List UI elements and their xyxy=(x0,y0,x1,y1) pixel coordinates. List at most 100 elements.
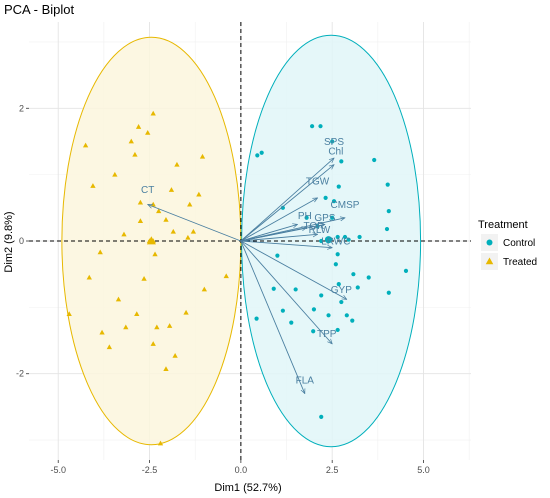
data-point xyxy=(384,226,390,232)
data-point xyxy=(150,110,156,116)
variable-arrow xyxy=(240,234,318,242)
data-point xyxy=(350,318,355,323)
data-point xyxy=(351,272,356,277)
data-point xyxy=(157,440,164,446)
data-point xyxy=(336,282,341,287)
data-point xyxy=(190,228,197,234)
data-point xyxy=(115,296,122,302)
legend-title: Treatment xyxy=(478,219,528,231)
variable-arrow xyxy=(240,224,298,242)
data-point xyxy=(366,275,371,280)
data-point xyxy=(150,341,156,346)
variable-arrow xyxy=(240,240,332,344)
x-tick-label: -5.0 xyxy=(50,465,66,475)
data-point xyxy=(336,184,341,189)
data-point xyxy=(168,187,175,192)
data-point xyxy=(331,199,337,204)
data-point xyxy=(123,324,129,330)
data-point xyxy=(319,414,324,419)
data-point xyxy=(311,307,317,312)
data-point xyxy=(271,286,276,291)
data-point xyxy=(141,276,147,281)
data-point xyxy=(134,311,140,316)
variable-arrow xyxy=(240,165,334,242)
data-point xyxy=(335,327,340,333)
data-point xyxy=(342,234,348,240)
data-point xyxy=(318,124,323,129)
variable-label: PH xyxy=(298,211,312,222)
data-point xyxy=(99,329,105,335)
data-point xyxy=(319,293,324,298)
data-point xyxy=(66,311,72,316)
data-point xyxy=(183,309,189,315)
data-point xyxy=(82,142,89,148)
legend-label: Treated xyxy=(503,257,537,268)
data-point xyxy=(339,299,344,305)
data-point xyxy=(137,199,144,205)
variable-label: GYP xyxy=(331,285,352,296)
data-point xyxy=(135,124,142,129)
legend-key-circle xyxy=(486,239,493,246)
variable-label: CMSP xyxy=(331,200,360,211)
legend-label: Control xyxy=(503,238,535,249)
data-point xyxy=(199,153,206,159)
data-point xyxy=(323,195,328,200)
variable-label: SPS xyxy=(324,137,344,148)
variable-arrow xyxy=(240,240,305,394)
data-point xyxy=(154,324,160,330)
data-point xyxy=(311,329,316,334)
data-point xyxy=(170,228,176,234)
y-axis-label: Dim2 (9.8%) xyxy=(3,211,15,272)
data-point xyxy=(172,353,178,358)
data-point xyxy=(344,313,349,318)
data-point xyxy=(106,344,113,350)
variable-arrow xyxy=(240,158,334,242)
series-control xyxy=(254,124,409,419)
variable-arrow xyxy=(240,240,332,248)
data-point xyxy=(145,130,151,135)
data-point xyxy=(187,201,193,207)
variable-label: GPS xyxy=(314,213,335,224)
variable-arrow xyxy=(240,198,318,242)
data-point xyxy=(132,151,138,157)
variable-arrow xyxy=(148,205,242,242)
data-point xyxy=(335,234,340,240)
data-point xyxy=(90,183,96,188)
variable-label: RLW xyxy=(309,225,331,236)
variable-label: FLA xyxy=(296,376,315,387)
group-centroid xyxy=(146,236,156,245)
data-point xyxy=(385,182,390,187)
variable-label: TPP xyxy=(317,329,337,340)
y-tick-label: 2 xyxy=(19,103,24,113)
data-point xyxy=(174,161,180,167)
chart-title: PCA - Biplot xyxy=(4,2,74,17)
variable-label: Chl xyxy=(328,147,343,158)
data-point xyxy=(255,153,260,158)
x-tick-label: 5.0 xyxy=(417,465,430,475)
legend: Treatment Control Treated xyxy=(478,219,537,270)
x-tick-label: -2.5 xyxy=(142,465,158,475)
data-point xyxy=(121,231,127,237)
data-point xyxy=(330,139,335,144)
variable-label: CT xyxy=(141,185,154,196)
data-point xyxy=(386,290,391,295)
data-point xyxy=(185,234,191,240)
series-treated xyxy=(66,110,229,446)
data-point xyxy=(335,252,340,257)
data-point xyxy=(304,215,309,220)
data-point xyxy=(346,237,351,242)
data-point xyxy=(289,320,294,325)
data-point xyxy=(330,215,335,220)
data-point xyxy=(128,138,134,144)
data-point xyxy=(372,157,377,163)
data-point xyxy=(223,273,229,279)
data-point xyxy=(319,238,324,244)
data-point xyxy=(403,268,409,273)
data-point xyxy=(275,253,280,258)
variable-label: TOR xyxy=(303,221,324,232)
data-point xyxy=(355,285,360,290)
variable-arrow xyxy=(240,228,307,242)
variable-label: LRWC xyxy=(321,236,350,247)
